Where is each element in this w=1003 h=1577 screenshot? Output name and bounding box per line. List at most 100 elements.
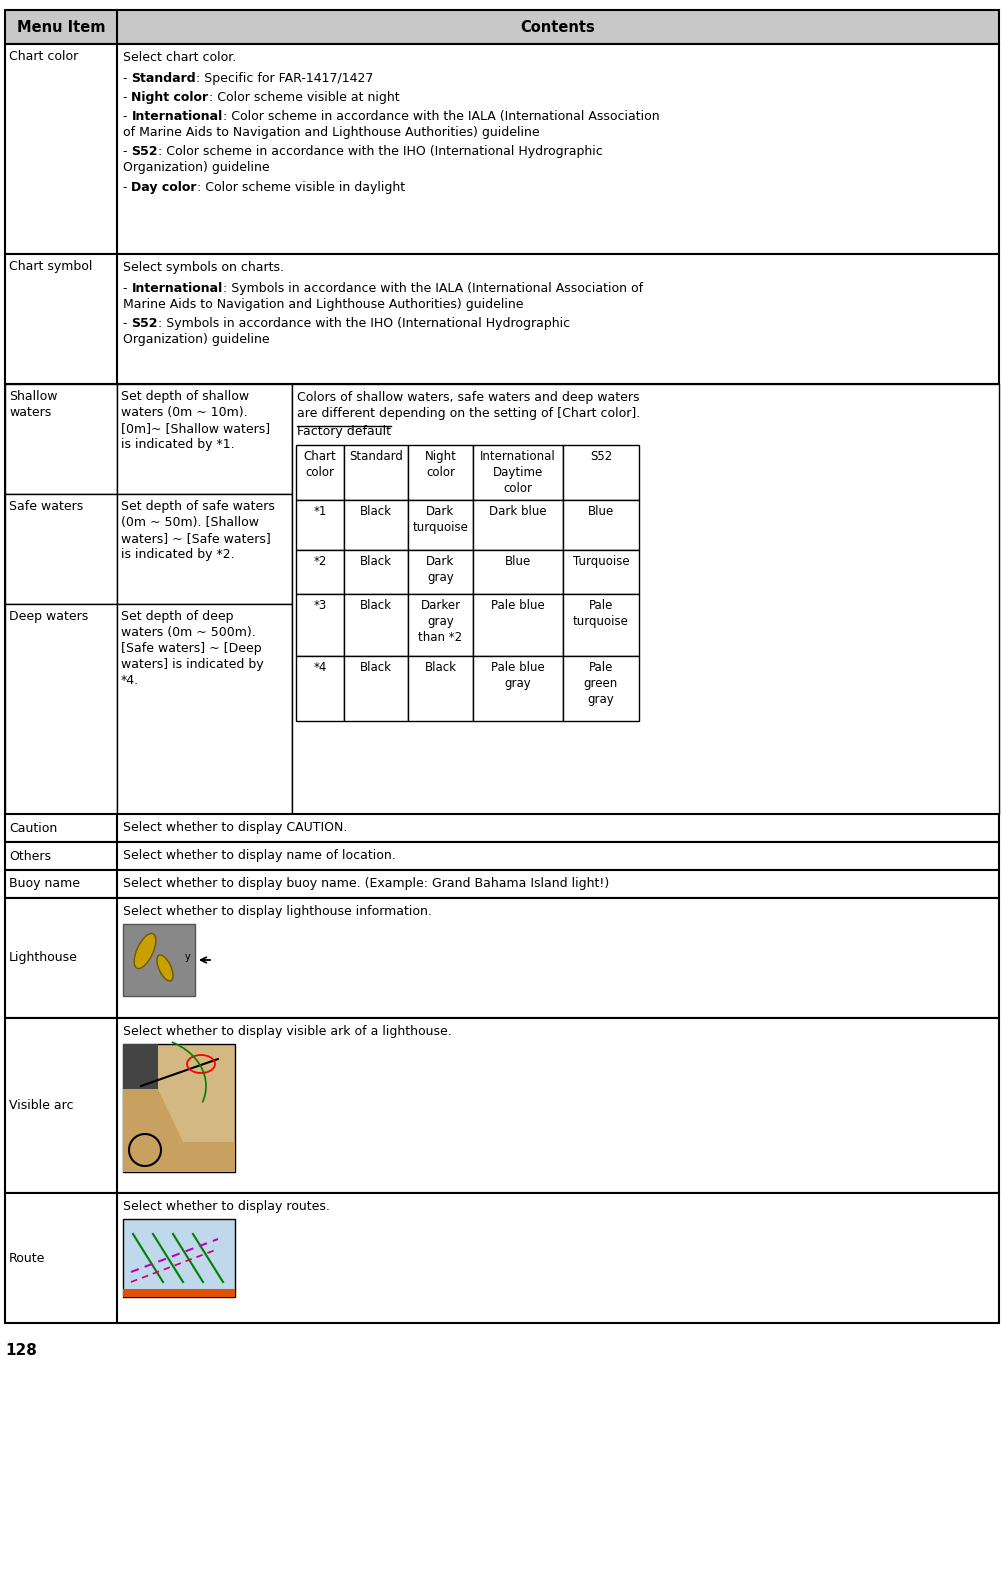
Text: Set depth of shallow
waters (0m ~ 10m).
[0m]~ [Shallow waters]
is indicated by *: Set depth of shallow waters (0m ~ 10m). … <box>121 390 270 451</box>
Text: Select chart color.: Select chart color. <box>123 50 236 65</box>
Text: of Marine Aids to Navigation and Lighthouse Authorities) guideline: of Marine Aids to Navigation and Lightho… <box>123 126 539 139</box>
Text: Select whether to display buoy name. (Example: Grand Bahama Island light!): Select whether to display buoy name. (Ex… <box>123 877 609 891</box>
Text: : Color scheme in accordance with the IHO (International Hydrographic: : Color scheme in accordance with the IH… <box>157 145 602 158</box>
Text: Chart color: Chart color <box>9 50 78 63</box>
Bar <box>563 656 638 721</box>
Text: Chart symbol: Chart symbol <box>9 260 92 273</box>
Text: Organization) guideline: Organization) guideline <box>123 161 270 175</box>
Text: y: y <box>185 953 191 962</box>
Text: Buoy name: Buoy name <box>9 877 80 891</box>
Text: International
Daytime
color: International Daytime color <box>479 451 556 495</box>
Text: Darker
gray
than *2: Darker gray than *2 <box>418 599 462 645</box>
Bar <box>123 1288 235 1296</box>
Text: Deep waters: Deep waters <box>9 610 88 623</box>
Text: Dark
turquoise: Dark turquoise <box>412 505 468 535</box>
Bar <box>407 550 472 595</box>
Bar <box>5 254 998 385</box>
Text: Select whether to display lighthouse information.: Select whether to display lighthouse inf… <box>123 905 431 918</box>
Bar <box>5 385 117 494</box>
Bar <box>344 445 407 500</box>
Bar <box>5 897 998 1019</box>
Text: Pale blue: Pale blue <box>490 599 545 612</box>
Text: : Color scheme visible at night: : Color scheme visible at night <box>209 91 399 104</box>
Text: Dark
gray: Dark gray <box>426 555 454 585</box>
Text: : Color scheme visible in daylight: : Color scheme visible in daylight <box>197 181 405 194</box>
Text: International: International <box>131 110 223 123</box>
Text: : Symbols in accordance with the IALA (International Association of: : Symbols in accordance with the IALA (I… <box>223 282 642 295</box>
Text: Standard: Standard <box>131 73 196 85</box>
Bar <box>563 500 638 550</box>
Bar <box>563 550 638 595</box>
Bar <box>472 550 563 595</box>
Bar <box>123 924 195 997</box>
Text: Day color: Day color <box>131 181 197 194</box>
Text: Select whether to display visible ark of a lighthouse.: Select whether to display visible ark of… <box>123 1025 451 1038</box>
Bar <box>344 500 407 550</box>
Bar <box>5 842 998 871</box>
Bar <box>5 604 117 814</box>
Bar <box>472 656 563 721</box>
Text: Colors of shallow waters, safe waters and deep waters: Colors of shallow waters, safe waters an… <box>297 391 639 404</box>
Text: Select whether to display routes.: Select whether to display routes. <box>123 1200 330 1213</box>
Text: : Color scheme in accordance with the IALA (International Association: : Color scheme in accordance with the IA… <box>223 110 659 123</box>
Bar <box>5 44 998 254</box>
Text: Pale blue
gray: Pale blue gray <box>490 661 545 691</box>
Text: -: - <box>123 110 131 123</box>
Text: Select whether to display CAUTION.: Select whether to display CAUTION. <box>123 822 347 834</box>
Bar <box>407 445 472 500</box>
Bar <box>344 656 407 721</box>
Text: *4: *4 <box>313 661 326 675</box>
Text: Set depth of deep
waters (0m ~ 500m).
[Safe waters] ~ [Deep
waters] is indicated: Set depth of deep waters (0m ~ 500m). [S… <box>121 610 264 688</box>
Bar <box>123 1044 235 1172</box>
Bar <box>117 385 292 494</box>
Bar <box>292 385 998 814</box>
Text: Black: Black <box>360 555 391 568</box>
Text: S52: S52 <box>590 451 612 464</box>
Bar <box>563 445 638 500</box>
Bar <box>563 595 638 656</box>
Text: Turquoise: Turquoise <box>572 555 629 568</box>
Text: Safe waters: Safe waters <box>9 500 83 513</box>
Bar <box>5 385 998 814</box>
Text: Dark blue: Dark blue <box>488 505 547 519</box>
Text: : Symbols in accordance with the IHO (International Hydrographic: : Symbols in accordance with the IHO (In… <box>157 317 570 330</box>
Text: Night color: Night color <box>131 91 209 104</box>
Text: Shallow
waters: Shallow waters <box>9 390 57 419</box>
Text: -: - <box>123 181 131 194</box>
Text: International: International <box>131 282 223 295</box>
Text: Organization) guideline: Organization) guideline <box>123 333 270 345</box>
Text: Select whether to display name of location.: Select whether to display name of locati… <box>123 850 395 863</box>
Text: Pale
green
gray: Pale green gray <box>584 661 618 706</box>
Text: -: - <box>123 73 131 85</box>
Bar <box>5 814 998 842</box>
Text: *2: *2 <box>313 555 326 568</box>
Bar <box>5 1019 998 1192</box>
Polygon shape <box>123 1090 235 1172</box>
Text: Black: Black <box>360 505 391 519</box>
Bar <box>123 1044 157 1090</box>
Bar <box>5 1192 998 1323</box>
Text: Others: Others <box>9 850 51 863</box>
Text: -: - <box>123 317 131 330</box>
Bar <box>472 500 563 550</box>
Text: S52: S52 <box>131 145 157 158</box>
Text: 128: 128 <box>5 1344 37 1358</box>
Text: Set depth of safe waters
(0m ~ 50m). [Shallow
waters] ~ [Safe waters]
is indicat: Set depth of safe waters (0m ~ 50m). [Sh… <box>121 500 275 561</box>
Text: Caution: Caution <box>9 822 57 834</box>
Text: -: - <box>123 282 131 295</box>
Text: Black: Black <box>360 661 391 675</box>
Bar <box>5 494 117 604</box>
Text: Blue: Blue <box>505 555 531 568</box>
Bar <box>344 550 407 595</box>
Bar <box>407 500 472 550</box>
Text: Blue: Blue <box>588 505 614 519</box>
Text: -: - <box>123 91 131 104</box>
Text: Pale
turquoise: Pale turquoise <box>573 599 628 628</box>
Text: S52: S52 <box>131 317 157 330</box>
Bar <box>296 445 344 500</box>
Text: Route: Route <box>9 1252 45 1265</box>
Text: -: - <box>123 145 131 158</box>
Bar <box>5 9 998 44</box>
Bar <box>5 871 998 897</box>
Bar <box>407 656 472 721</box>
